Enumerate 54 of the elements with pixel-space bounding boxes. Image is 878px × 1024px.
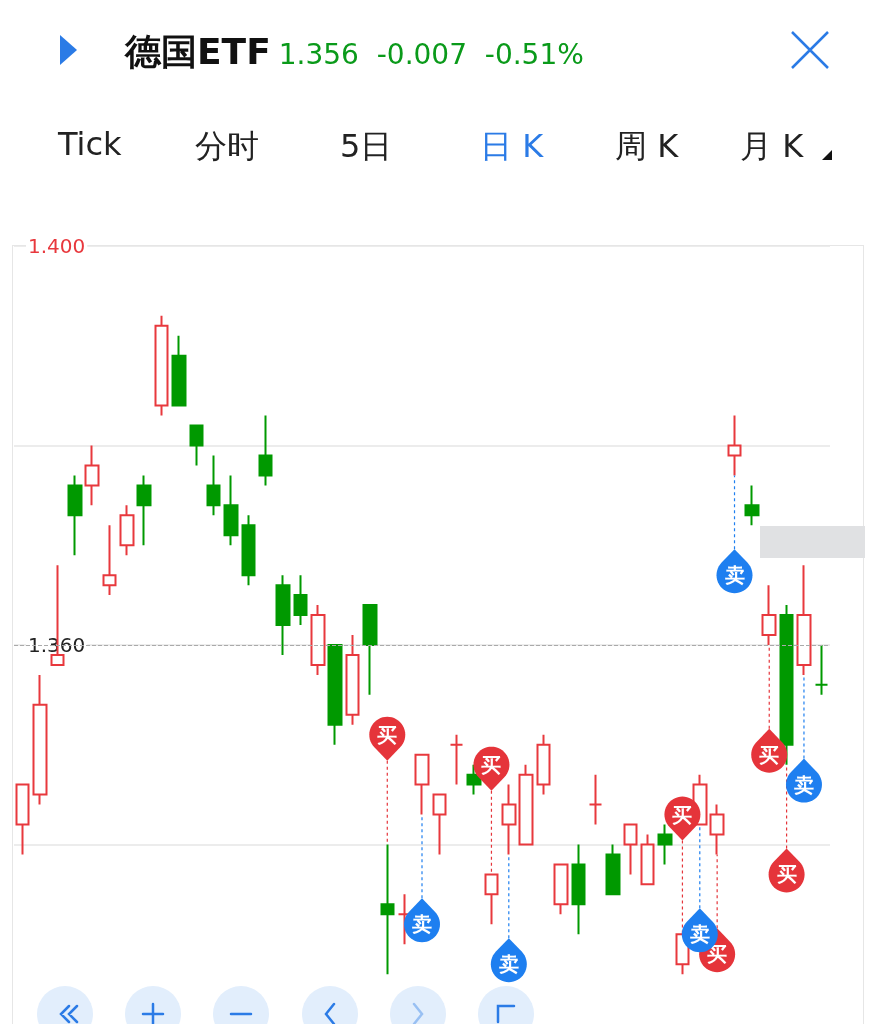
- candlestick: [206, 454, 221, 517]
- candlestick: [605, 843, 621, 896]
- text: 周 K: [615, 126, 679, 167]
- candlestick: [154, 314, 169, 417]
- candlestick: [102, 524, 117, 597]
- candlestick: [466, 763, 482, 796]
- candlestick: [310, 604, 326, 676]
- candlestick: [518, 763, 534, 846]
- candlestick: [640, 833, 655, 886]
- candlestick: [67, 474, 83, 557]
- candlestick: [588, 773, 603, 826]
- candlestick: [275, 574, 291, 656]
- candlestick: [327, 643, 343, 746]
- candlestick: [241, 514, 256, 587]
- chart-subtitle: 1.356 -0.007 -0.51%: [278, 38, 584, 71]
- candlestick: [32, 673, 48, 806]
- candlestick: [362, 604, 378, 696]
- candlestick: [744, 484, 760, 527]
- text: 买: [759, 742, 780, 767]
- candlestick: [657, 823, 673, 866]
- chart-title: 德国ETF: [125, 31, 271, 72]
- text: 卖: [724, 563, 745, 588]
- candlestick: [223, 474, 239, 547]
- candlestick: [571, 843, 586, 936]
- candlestick: [15, 783, 30, 856]
- text: 日 K: [480, 126, 544, 167]
- candlestick: [814, 643, 829, 696]
- candlestick: [449, 733, 464, 786]
- text: 5日: [340, 126, 393, 167]
- candlestick: [119, 504, 135, 557]
- text: 月 K: [740, 126, 804, 167]
- text: 分时: [195, 126, 259, 167]
- text: 买: [481, 752, 502, 777]
- candlestick: [553, 863, 569, 916]
- series-label: 卖: [793, 772, 814, 797]
- candlestick: [293, 574, 308, 627]
- text: 卖: [689, 922, 710, 947]
- candlestick: [189, 424, 204, 467]
- text: 买: [707, 942, 728, 967]
- text: 卖: [498, 952, 519, 977]
- text: 买: [672, 802, 693, 827]
- candlestick: [171, 334, 187, 407]
- candlestick: [432, 793, 447, 856]
- series-label: 买: [377, 722, 398, 747]
- candlestick: [136, 474, 152, 547]
- y-tick-label: 1.400: [28, 234, 86, 258]
- text: 买: [776, 862, 797, 887]
- candlestick: [623, 823, 638, 876]
- text: Tick: [58, 125, 122, 163]
- candlestick: [345, 634, 360, 726]
- candlestick: [536, 733, 551, 796]
- candlestick: [258, 414, 273, 487]
- candlestick: [84, 444, 100, 507]
- text: 卖: [412, 912, 432, 937]
